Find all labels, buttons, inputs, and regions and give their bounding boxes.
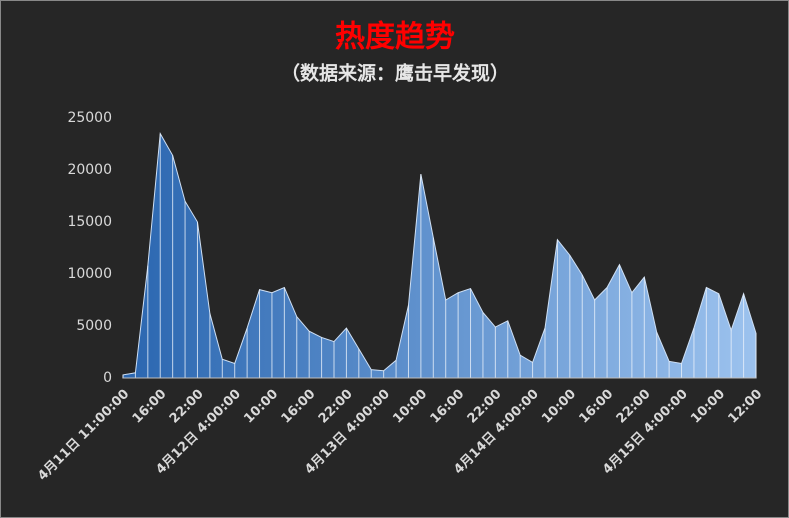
chart-title: 热度趋势 — [335, 20, 455, 55]
chart-subtitle: （数据来源：鹰击早发现） — [281, 62, 509, 85]
y-tick-label: 15000 — [67, 214, 112, 230]
y-tick-label: 5000 — [76, 318, 112, 334]
y-tick-label: 20000 — [67, 162, 112, 178]
y-tick-label: 0 — [103, 370, 112, 386]
y-tick-label: 10000 — [67, 266, 112, 282]
y-tick-label: 25000 — [67, 110, 112, 126]
